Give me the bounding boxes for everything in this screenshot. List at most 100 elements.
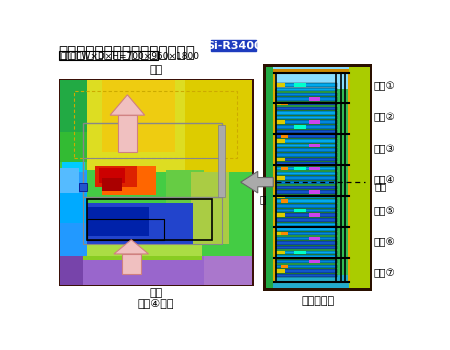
Bar [94,166,137,187]
Bar [276,83,337,87]
Text: 前後吸排気装置搭載時の温度分布: 前後吸排気装置搭載時の温度分布 [58,45,195,60]
Bar [276,120,285,124]
Bar [276,102,337,105]
Bar [266,66,370,89]
Bar [276,269,337,273]
Bar [60,170,87,256]
Bar [276,237,337,240]
Text: 前面: 前面 [149,288,163,299]
Bar [276,102,285,105]
Bar [276,125,337,129]
Bar [276,214,337,217]
Bar [276,260,337,263]
Text: ラック：W×D×H=700×950×1800: ラック：W×D×H=700×950×1800 [60,51,199,60]
Bar [276,255,337,259]
Bar [281,232,288,236]
Bar [276,139,337,142]
Polygon shape [241,172,273,193]
Bar [87,203,193,244]
Bar [276,144,337,147]
Bar [294,83,306,87]
Bar [276,111,337,115]
Bar [276,176,337,180]
Bar [276,218,337,222]
Text: 右面: 右面 [375,181,387,191]
Bar [83,123,221,197]
Bar [166,170,204,244]
Bar [276,214,285,217]
Bar [276,97,337,101]
Bar [60,80,252,285]
Bar [276,106,337,110]
Bar [185,80,252,172]
Bar [309,167,320,170]
Polygon shape [114,240,148,254]
Bar [276,209,337,212]
Bar [276,153,337,156]
Bar [281,102,288,105]
Bar [276,116,337,119]
Bar [204,256,252,285]
Bar [276,93,337,96]
Bar [276,162,337,166]
Bar [276,195,285,198]
Text: 装置⑥: 装置⑥ [373,237,395,247]
Bar [276,274,337,277]
Bar [276,172,337,175]
Bar [87,170,126,207]
Text: ラック正面: ラック正面 [301,296,334,306]
Bar [218,125,225,197]
Bar [281,134,288,138]
Bar [276,83,285,87]
Bar [83,158,221,244]
Bar [83,231,202,260]
Bar [276,251,337,254]
Bar [276,134,337,138]
Bar [309,260,320,263]
Bar [276,88,337,91]
Bar [87,219,164,240]
Bar [276,181,337,184]
Bar [276,139,285,142]
Bar [276,158,337,161]
Bar [294,209,306,212]
Bar [87,207,148,236]
Text: 背面: 背面 [149,65,163,75]
Bar [60,240,83,285]
Bar [276,232,337,236]
Bar [273,69,349,73]
Text: 装置⑤: 装置⑤ [373,206,395,216]
Bar [294,167,306,170]
Bar [309,190,320,194]
Bar [281,199,288,203]
Text: 装置④: 装置④ [373,175,395,185]
Bar [276,232,285,236]
Bar [122,254,141,274]
Bar [263,64,373,291]
Bar [276,251,285,254]
Bar [191,172,229,244]
Bar [294,251,306,254]
Bar [276,130,337,133]
Bar [87,80,187,172]
Bar [118,115,137,152]
Text: 装置②: 装置② [373,113,395,122]
Bar [60,80,94,132]
Bar [276,269,285,273]
Bar [266,66,370,288]
Bar [58,51,158,61]
Text: 装置①: 装置① [373,82,395,92]
Bar [87,199,212,240]
Bar [103,80,176,152]
Bar [60,256,252,285]
Bar [281,167,288,170]
Text: 左面: 左面 [260,195,271,204]
Bar [276,204,337,208]
Bar [309,144,320,147]
Bar [60,168,79,193]
Bar [276,223,337,226]
Bar [62,132,85,172]
Bar [276,199,337,203]
Bar [276,246,337,250]
Bar [79,183,87,191]
